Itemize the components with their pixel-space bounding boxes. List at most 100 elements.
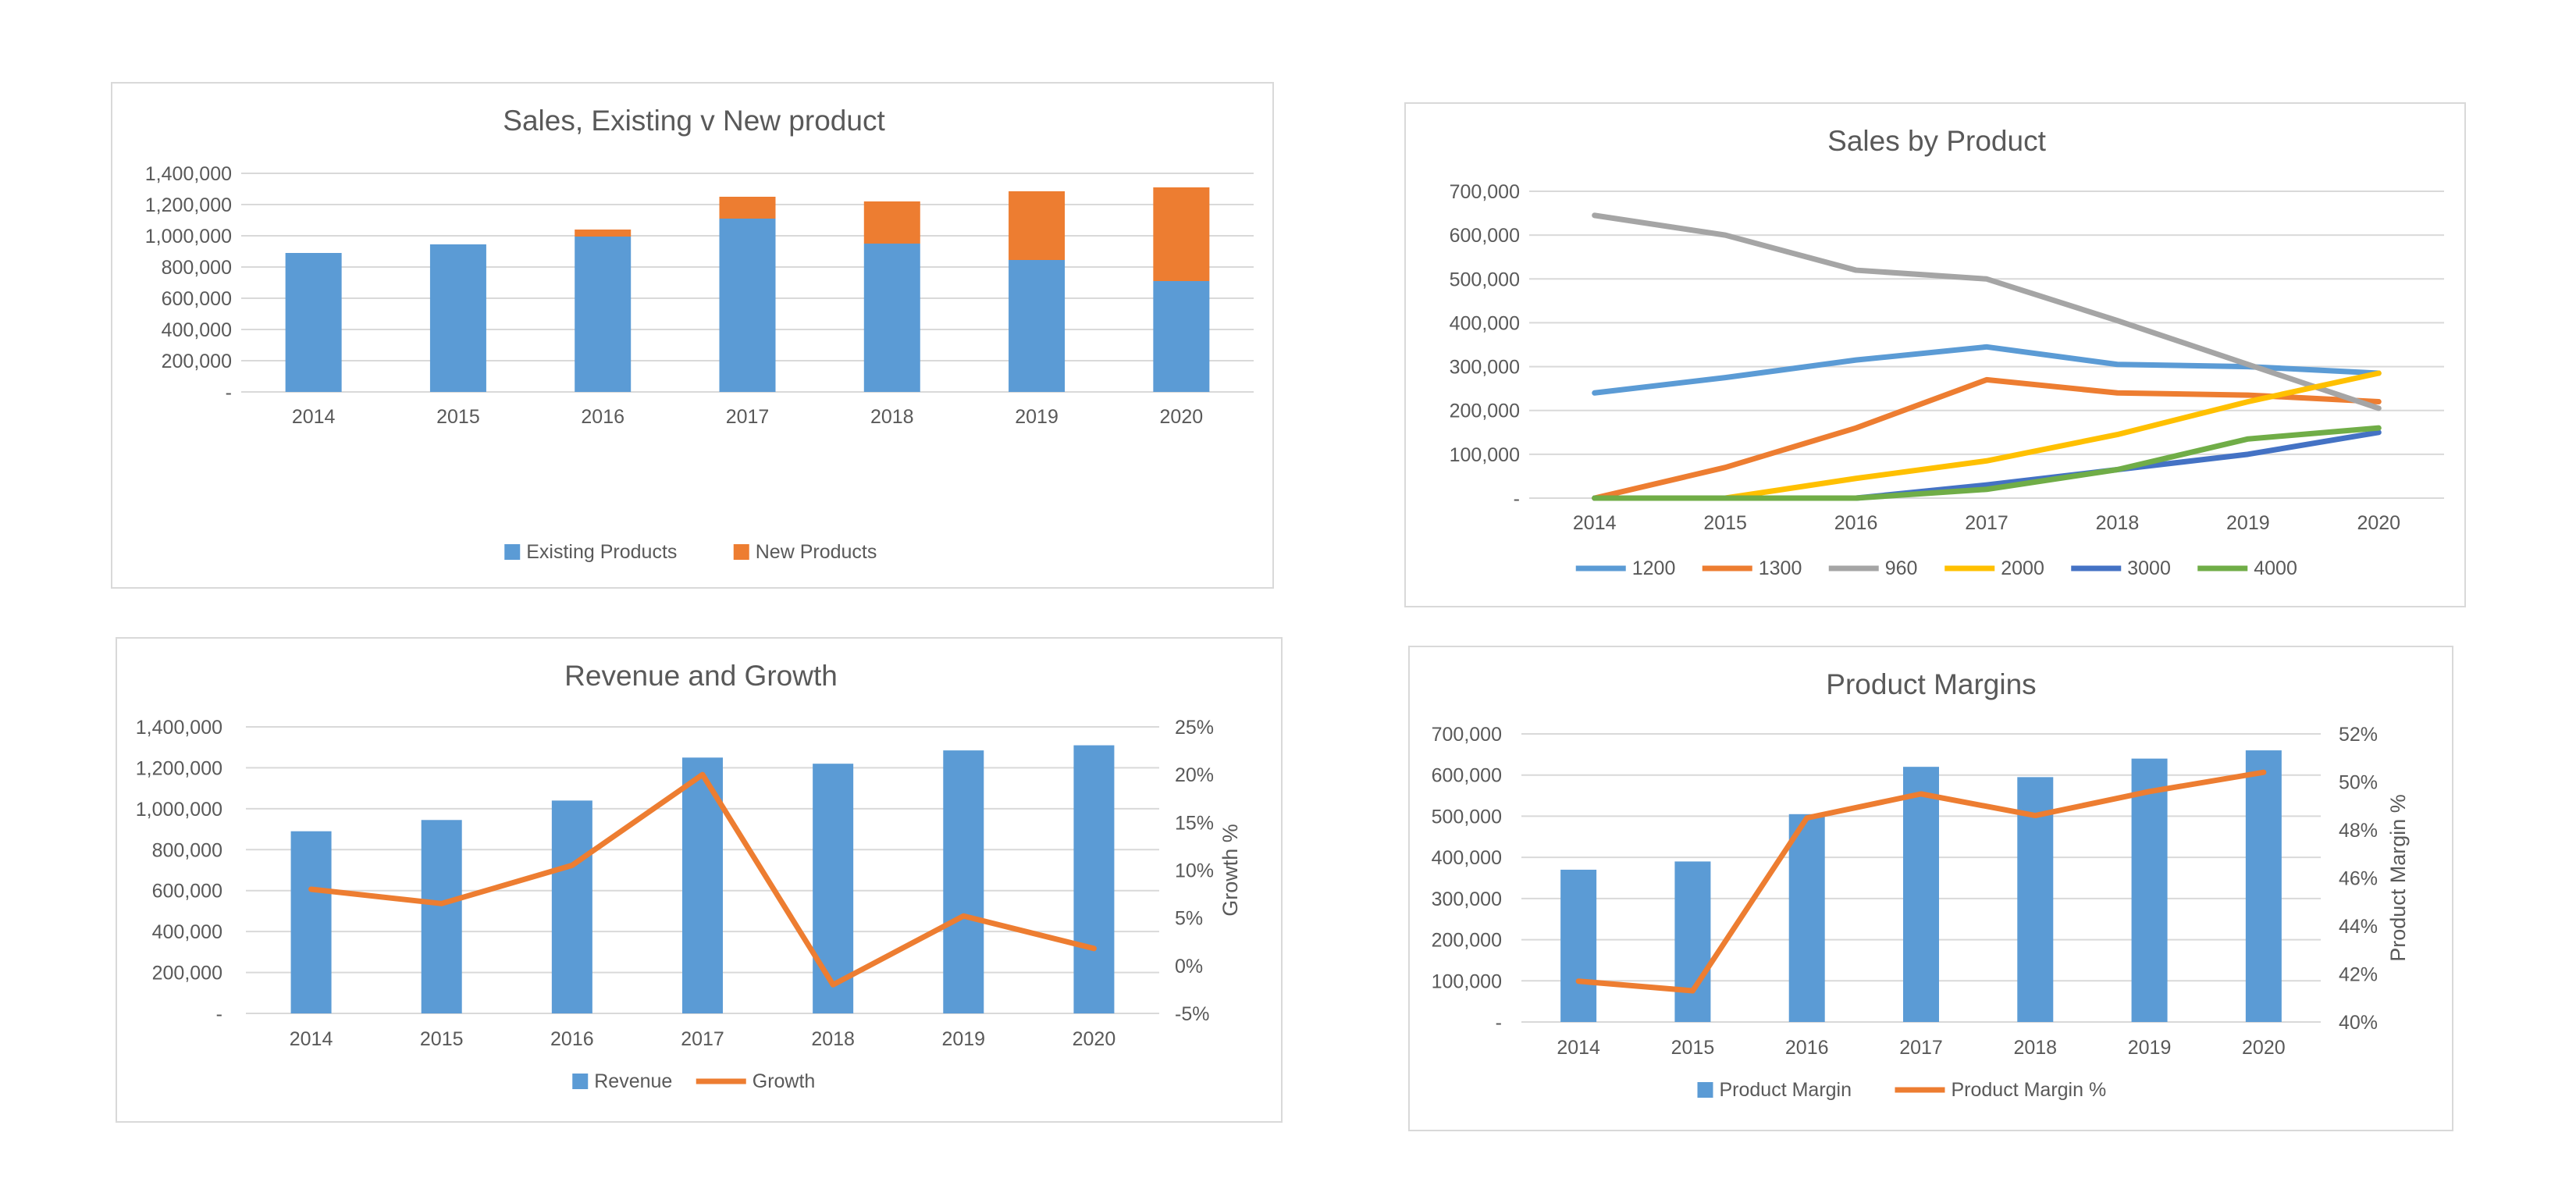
bar-existing-products-2017 xyxy=(719,219,776,392)
bar-existing-products-2018 xyxy=(863,244,920,392)
y-tick-label: 1,000,000 xyxy=(136,799,222,821)
y-tick-label: 600,000 xyxy=(162,288,232,310)
line-growth xyxy=(308,771,1097,988)
y-tick-label: - xyxy=(216,1003,222,1025)
x-tick-label: 2014 xyxy=(1557,1037,1600,1059)
y2-tick-label: 40% xyxy=(2339,1012,2378,1034)
y-tick-label: 300,000 xyxy=(1432,888,1502,910)
y2-tick-label: -5% xyxy=(1175,1003,1209,1025)
bar-new-products-2018 xyxy=(863,201,920,244)
chart-sales-by-product-svg: Sales by Product - 100,000 200,000 300,000 40… xyxy=(1450,125,2444,579)
y-tick-label: 400,000 xyxy=(1432,847,1502,869)
y-tick-label: - xyxy=(1514,488,1520,510)
bar-existing-products-2015 xyxy=(429,244,486,392)
x-tick-label: 2017 xyxy=(1965,512,2008,534)
y2-axis-title: Growth % xyxy=(1219,824,1242,917)
bar-revenue-2019 xyxy=(943,750,984,1013)
legend-label: 4000 xyxy=(2254,557,2297,579)
x-tick-label: 2014 xyxy=(1573,512,1617,534)
line-series-1300 xyxy=(1592,376,2382,501)
legend-swatch xyxy=(504,544,521,560)
x-tick-label: 2017 xyxy=(1899,1037,1943,1059)
y2-tick-label: 42% xyxy=(2339,964,2378,986)
x-tick-label: 2019 xyxy=(941,1028,985,1050)
y2-tick-label: 25% xyxy=(1175,717,1214,739)
bar-product-margin-2019 xyxy=(2131,758,2168,1022)
y-tick-label: 200,000 xyxy=(162,351,232,372)
y2-tick-label: 50% xyxy=(2339,772,2378,794)
bar-new-products-2016 xyxy=(575,230,632,237)
legend-swatch xyxy=(733,544,749,560)
legend-label: 1300 xyxy=(1759,557,1802,579)
x-tick-label: 2020 xyxy=(2357,512,2400,534)
legend-label: Product Margin xyxy=(1720,1079,1852,1101)
y-tick-label: 1,000,000 xyxy=(145,226,232,247)
y-tick-label: 200,000 xyxy=(1450,401,1520,422)
x-tick-label: 2018 xyxy=(2013,1037,2057,1059)
legend-label: Product Margin % xyxy=(1952,1079,2107,1101)
y-tick-label: 100,000 xyxy=(1432,970,1502,992)
y-tick-label: 800,000 xyxy=(152,839,222,861)
x-tick-label: 2020 xyxy=(1160,406,1204,428)
y2-tick-label: 10% xyxy=(1175,860,1214,882)
chart-revenue-and-growth-svg: Revenue and Growth - 200,000 400,000 600,000… xyxy=(136,660,1242,1092)
x-tick-label: 2014 xyxy=(290,1028,333,1050)
chart-sales-by-product: Sales by Product - 100,000 200,000 300,000 40… xyxy=(1404,102,2466,607)
y-tick-label: 600,000 xyxy=(1432,765,1502,787)
chart-title: Sales, Existing v New product xyxy=(503,105,885,137)
chart-title: Product Margins xyxy=(1826,668,2036,700)
y2-tick-label: 52% xyxy=(2339,724,2378,746)
y-tick-label: 400,000 xyxy=(1450,312,1520,334)
y2-tick-label: 0% xyxy=(1175,956,1203,977)
bar-revenue-2014 xyxy=(290,831,332,1013)
bar-product-margin-2020 xyxy=(2245,750,2282,1022)
bar-product-margin-2015 xyxy=(1674,861,1711,1022)
y2-tick-label: 15% xyxy=(1175,812,1214,834)
x-tick-label: 2015 xyxy=(1671,1037,1715,1059)
y2-tick-label: 48% xyxy=(2339,820,2378,842)
bar-new-products-2020 xyxy=(1153,187,1210,281)
y-tick-label: 1,200,000 xyxy=(145,194,232,216)
line-product-margin xyxy=(1575,769,2267,994)
bar-product-margin-2016 xyxy=(1788,814,1825,1022)
bar-product-margin-2014 xyxy=(1560,869,1597,1022)
x-tick-label: 2019 xyxy=(2226,512,2270,534)
y2-tick-label: 5% xyxy=(1175,908,1203,930)
y-tick-label: 200,000 xyxy=(152,963,222,985)
legend-swatch xyxy=(572,1074,589,1089)
y-tick-label: 500,000 xyxy=(1450,269,1520,290)
bar-new-products-2019 xyxy=(1009,191,1066,260)
x-tick-label: 2018 xyxy=(870,406,914,428)
x-tick-label: 2016 xyxy=(550,1028,594,1050)
y2-tick-label: 44% xyxy=(2339,916,2378,938)
chart-revenue-and-growth: Revenue and Growth - 200,000 400,000 600,000… xyxy=(116,637,1283,1123)
y-tick-label: - xyxy=(1496,1012,1502,1034)
x-tick-label: 2018 xyxy=(811,1028,855,1050)
chart-title: Sales by Product xyxy=(1827,125,2046,157)
legend-label: 1200 xyxy=(1632,557,1676,579)
legend-label: 2000 xyxy=(2001,557,2044,579)
chart-product-margins-svg: Product Margins - 100,000 200,000 300,000 400… xyxy=(1432,668,2410,1101)
x-tick-label: 2016 xyxy=(1785,1037,1829,1059)
x-tick-label: 2015 xyxy=(420,1028,464,1050)
bar-revenue-2018 xyxy=(813,764,854,1013)
y-tick-label: 300,000 xyxy=(1450,357,1520,379)
bar-existing-products-2019 xyxy=(1009,260,1066,392)
y-tick-label: 200,000 xyxy=(1432,930,1502,952)
bar-revenue-2015 xyxy=(421,820,462,1013)
legend-swatch xyxy=(1697,1082,1713,1098)
x-tick-label: 2015 xyxy=(1703,512,1747,534)
bar-new-products-2017 xyxy=(719,197,776,219)
chart-sales-existing-vs-new-svg: Sales, Existing v New product - 200,000 400… xyxy=(145,105,1254,563)
y2-tick-label: 46% xyxy=(2339,868,2378,890)
y-tick-label: 1,200,000 xyxy=(136,757,222,779)
y-tick-label: 700,000 xyxy=(1450,181,1520,203)
bar-product-margin-2017 xyxy=(1903,767,1939,1022)
x-tick-label: 2018 xyxy=(2096,512,2140,534)
x-tick-label: 2019 xyxy=(1015,406,1059,428)
bar-existing-products-2014 xyxy=(285,253,342,392)
legend-label: 960 xyxy=(1885,557,1918,579)
legend-label: New Products xyxy=(756,541,877,563)
bar-revenue-2016 xyxy=(551,800,592,1013)
y-tick-label: - xyxy=(226,382,232,404)
